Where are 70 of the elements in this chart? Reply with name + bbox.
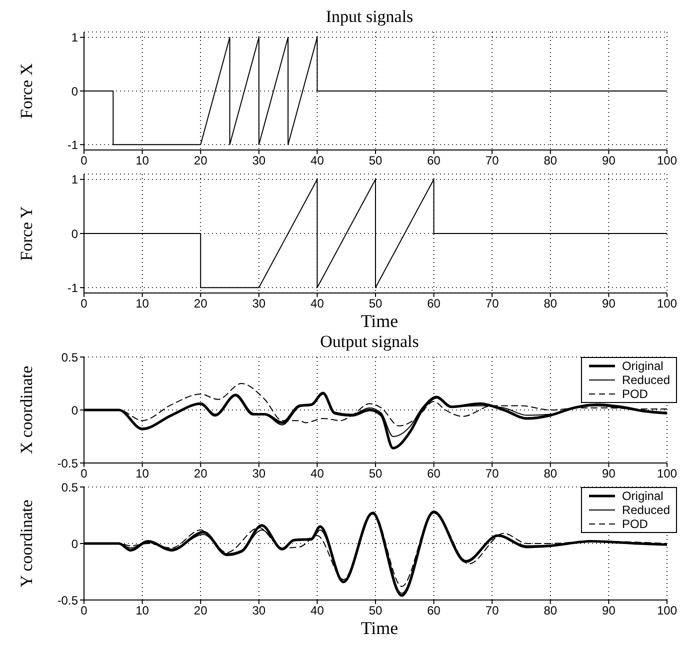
x-tick-label: 70	[485, 154, 500, 168]
x-tick-label: 100	[656, 604, 678, 618]
x-tick-label: 70	[485, 604, 500, 618]
y-tick-label: 0	[71, 226, 78, 241]
y-tick-label: -1	[67, 280, 78, 295]
y-tick-label: 0	[71, 84, 78, 98]
x-tick-label: 0	[80, 154, 88, 168]
x-tick-label: 50	[368, 296, 382, 311]
legend-label: POD	[622, 387, 648, 401]
x-tick-label: 50	[368, 154, 382, 168]
x-tick-label: 10	[136, 296, 150, 311]
x-tick-label: 60	[427, 296, 441, 311]
x-axis-title: Time	[360, 311, 400, 333]
x-tick-label: 80	[544, 296, 558, 311]
y-axis-title: Force Y	[17, 206, 36, 261]
y-tick-label: 0.5	[61, 350, 78, 364]
x-tick-label: 0	[80, 604, 88, 618]
x-tick-label: 0	[80, 296, 88, 311]
legend-label: Original	[622, 489, 664, 503]
y-axis-title: X coordinate	[17, 366, 36, 454]
x-tick-label: 80	[544, 466, 558, 481]
legend-label: POD	[622, 517, 648, 531]
chart-title: Input signals	[324, 7, 414, 26]
x-tick-label: 50	[368, 466, 382, 481]
x-tick-label: 90	[602, 466, 616, 481]
x-tick-label: 70	[485, 296, 500, 311]
y-tick-label: 0	[71, 536, 78, 551]
x-tick-label: 80	[544, 604, 558, 618]
chart-title: Output signals	[319, 332, 420, 351]
x-tick-label: 80	[544, 154, 558, 168]
x-tick-label: 40	[310, 296, 324, 311]
x-tick-label: 0	[80, 466, 88, 481]
x-tick-label: 40	[310, 466, 324, 481]
x-tick-label: 90	[602, 154, 616, 168]
legend-label: Reduced	[622, 373, 670, 387]
x-tick-label: 20	[194, 154, 208, 168]
x-tick-label: 40	[310, 154, 324, 168]
x-tick-label: 60	[427, 154, 441, 168]
x-tick-label: 30	[252, 296, 266, 311]
x-tick-label: 50	[368, 604, 382, 618]
y-axis-title: Y coordinate	[17, 500, 36, 588]
x-axis-title: Time	[360, 618, 400, 640]
x-tick-label: 30	[252, 154, 266, 168]
y-tick-label: -0.5	[57, 593, 78, 608]
x-tick-label: 10	[136, 466, 150, 481]
y-tick-label: -0.5	[57, 456, 78, 470]
x-tick-label: 10	[136, 154, 150, 168]
x-tick-label: 90	[602, 296, 616, 311]
x-tick-label: 90	[602, 604, 616, 618]
y-axis-title: Force X	[17, 63, 36, 119]
x-tick-label: 20	[194, 604, 208, 618]
legend-label: Original	[622, 359, 664, 373]
x-tick-label: 100	[656, 154, 678, 168]
x-tick-label: 100	[656, 466, 678, 481]
x-tick-label: 70	[485, 466, 500, 481]
y-tick-label: 1	[71, 172, 78, 187]
x-tick-label: 40	[310, 604, 324, 618]
x-tick-label: 30	[252, 604, 266, 618]
x-tick-label: 10	[136, 604, 150, 618]
legend-label: Reduced	[622, 503, 670, 517]
x-tick-label: 60	[427, 604, 441, 618]
x-tick-label: 60	[427, 466, 441, 481]
y-tick-label: -1	[67, 138, 78, 152]
y-tick-label: 0.5	[61, 480, 78, 494]
x-tick-label: 20	[194, 466, 208, 481]
x-tick-label: 20	[194, 296, 208, 311]
y-tick-label: 0	[71, 403, 78, 418]
x-tick-label: 100	[656, 296, 678, 311]
y-tick-label: 1	[71, 30, 78, 45]
x-tick-label: 30	[252, 466, 266, 481]
